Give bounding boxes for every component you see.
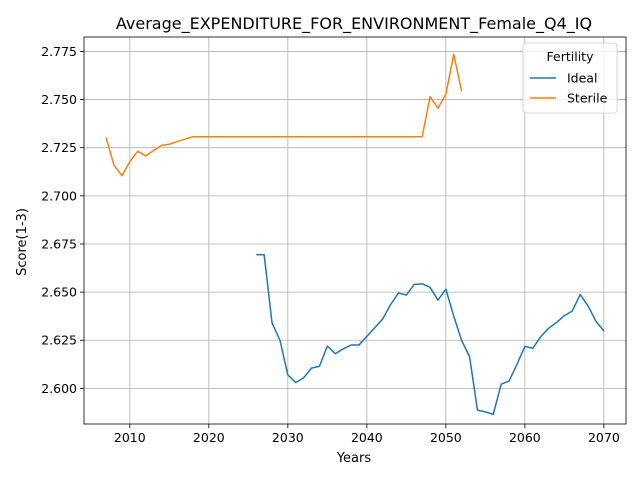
y-tick-label: 2.625 <box>41 333 77 348</box>
chart-title: Average_EXPENDITURE_FOR_ENVIRONMENT_Fema… <box>116 14 592 34</box>
y-tick-label: 2.650 <box>41 285 77 300</box>
y-axis-label: Score(1-3) <box>15 208 30 276</box>
x-tick-label: 2020 <box>193 430 225 445</box>
x-tick-label: 2050 <box>430 430 462 445</box>
x-tick-label: 2060 <box>509 430 541 445</box>
legend-label-ideal: Ideal <box>567 71 597 86</box>
x-axis-label: Years <box>336 451 372 466</box>
series-line-ideal <box>256 253 605 416</box>
legend-title: Fertility <box>547 49 595 64</box>
x-tick-label: 2030 <box>272 430 304 445</box>
y-tick-label: 2.600 <box>41 381 77 396</box>
x-tick-label: 2010 <box>114 430 146 445</box>
plot-area-frame <box>83 36 627 425</box>
y-tick-label: 2.775 <box>41 44 77 59</box>
x-tick-label: 2070 <box>588 430 620 445</box>
y-tick-label: 2.725 <box>41 140 77 155</box>
axis-ticks: 2010 2020 2030 2040 2050 2060 2070 2.600 2.625 2.… <box>41 44 620 445</box>
y-tick-label: 2.750 <box>41 92 77 107</box>
x-tick-label: 2040 <box>351 430 383 445</box>
y-tick-label: 2.700 <box>41 188 77 203</box>
y-tick-label: 2.675 <box>41 236 77 251</box>
series-lines <box>105 53 605 416</box>
grid-lines <box>84 37 626 424</box>
legend-box <box>522 42 618 114</box>
legend-label-sterile: Sterile <box>567 91 608 106</box>
legend: Fertility Ideal Sterile <box>522 42 618 114</box>
series-line-sterile <box>105 53 463 177</box>
